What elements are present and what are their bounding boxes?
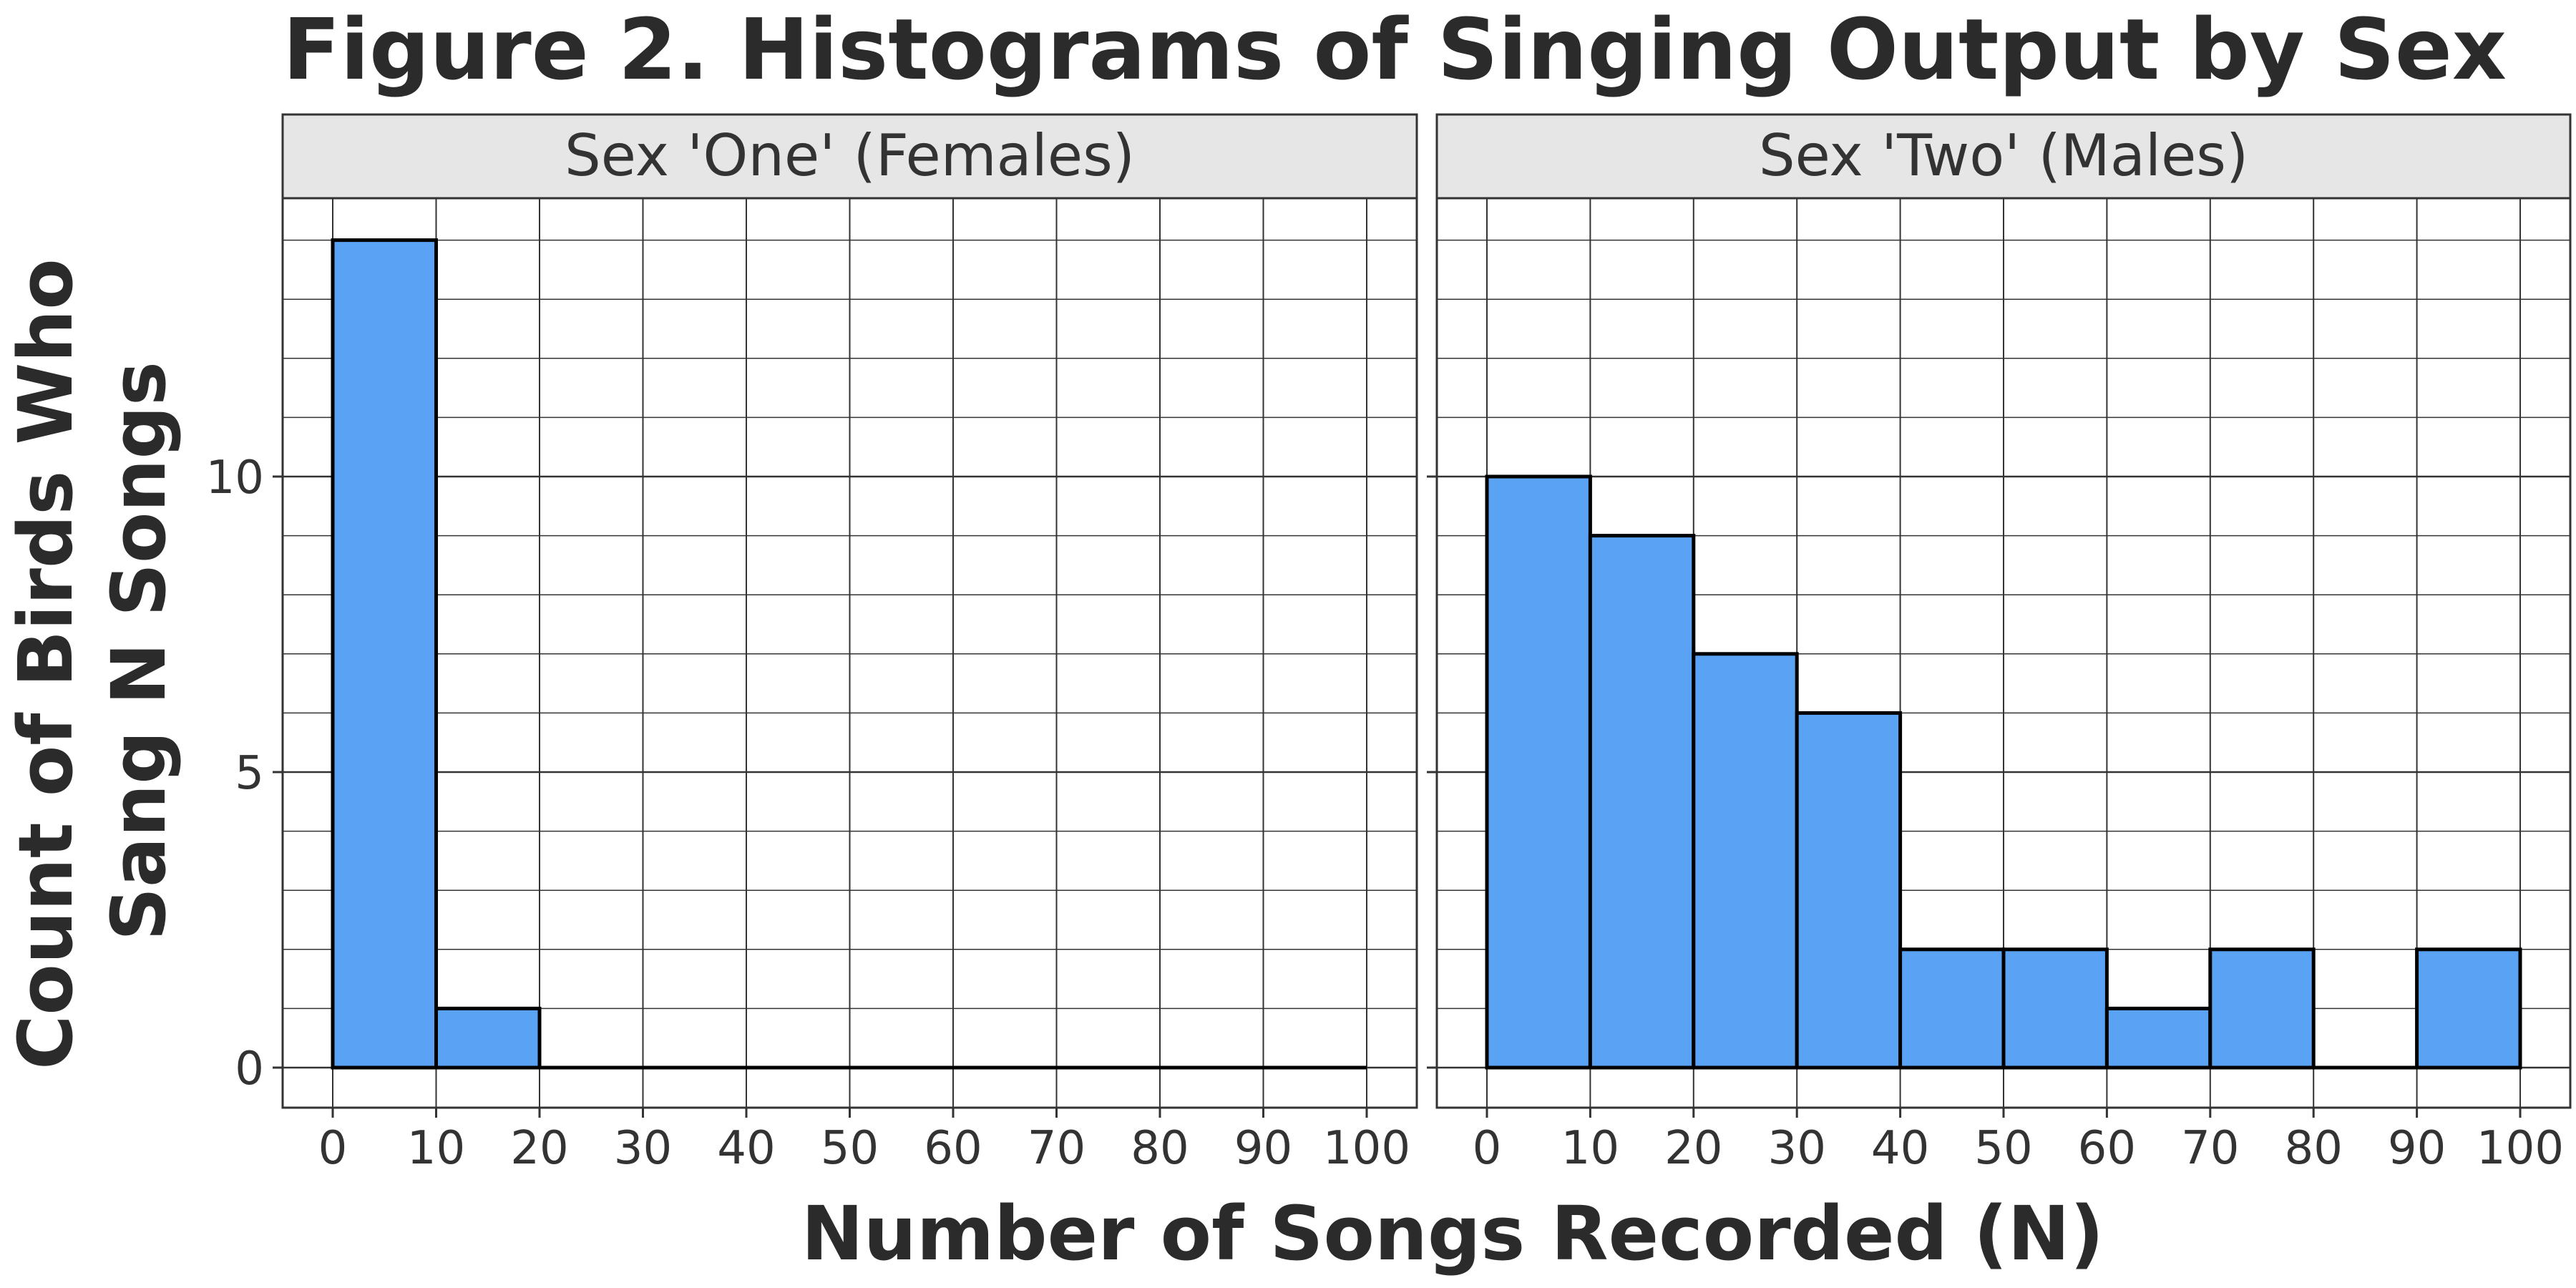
x-tick-label: 0 — [1473, 1122, 1502, 1175]
facet-panels: Sex 'One' (Females)0 10 20 30 40 50 60 70 80 90 10… — [206, 113, 2572, 1175]
y-tick-label: 10 — [206, 452, 264, 504]
facet-panel: Sex 'Two' (Males) 0 10 20 30 40 50 60 70 80 90 100 — [1427, 113, 2572, 1175]
x-tick-label: 70 — [1028, 1122, 1085, 1175]
x-tick-label: 0 — [318, 1122, 348, 1175]
x-axis-title: Number of Songs Recorded (N) — [801, 1190, 2104, 1277]
histogram-bar — [1485, 474, 1592, 1070]
histogram-bar — [1692, 652, 1799, 1070]
chart-title: Figure 2. Histograms of Singing Output b… — [283, 0, 2507, 99]
x-tick-label: 30 — [1767, 1122, 1825, 1175]
x-tick-label: 30 — [614, 1122, 672, 1175]
histogram-bar — [2208, 947, 2316, 1070]
facet-strip-label: Sex 'One' (Females) — [565, 122, 1135, 189]
y-tick-label: 0 — [235, 1043, 264, 1096]
x-tick-label: 70 — [2181, 1122, 2239, 1175]
facet-strip — [281, 113, 1418, 200]
x-tick-label: 100 — [1323, 1122, 1410, 1175]
x-tick-label: 40 — [717, 1122, 775, 1175]
x-tick-label: 20 — [1664, 1122, 1722, 1175]
x-tick-label: 80 — [2284, 1122, 2342, 1175]
facet-strip — [1435, 113, 2572, 200]
facet-strip-label: Sex 'Two' (Males) — [1759, 122, 2248, 189]
histogram-bar — [331, 238, 438, 1070]
histogram-bar — [1795, 711, 1903, 1070]
histogram-bar — [2415, 947, 2522, 1070]
facet-panel: Sex 'One' (Females)0 10 20 30 40 50 60 70 80 90 10… — [206, 113, 1418, 1175]
x-tick-label: 100 — [2477, 1122, 2564, 1175]
x-tick-label: 60 — [2078, 1122, 2136, 1175]
histogram-bar — [434, 1006, 542, 1070]
x-tick-label: 10 — [407, 1122, 465, 1175]
x-tick-label: 50 — [821, 1122, 879, 1175]
y-tick-label: 5 — [235, 747, 264, 800]
y-axis-title-line-1: Count of Birds Who — [2, 258, 89, 1070]
x-tick-label: 10 — [1561, 1122, 1619, 1175]
y-axis-title-line-2: Sang N Songs — [95, 361, 182, 941]
x-tick-label: 50 — [1974, 1122, 2032, 1175]
histogram-bar — [1898, 947, 2006, 1070]
x-tick-label: 40 — [1871, 1122, 1929, 1175]
histogram-bar — [2104, 1006, 2212, 1070]
x-tick-label: 60 — [924, 1122, 982, 1175]
x-tick-label: 90 — [1234, 1122, 1292, 1175]
x-tick-label: 80 — [1131, 1122, 1189, 1175]
x-tick-label: 90 — [2388, 1122, 2446, 1175]
histogram-bar — [2001, 947, 2109, 1070]
y-axis-title: Count of Birds Who Sang N Songs — [2, 233, 182, 1070]
histogram-bar — [1588, 534, 1696, 1070]
x-tick-label: 20 — [510, 1122, 568, 1175]
